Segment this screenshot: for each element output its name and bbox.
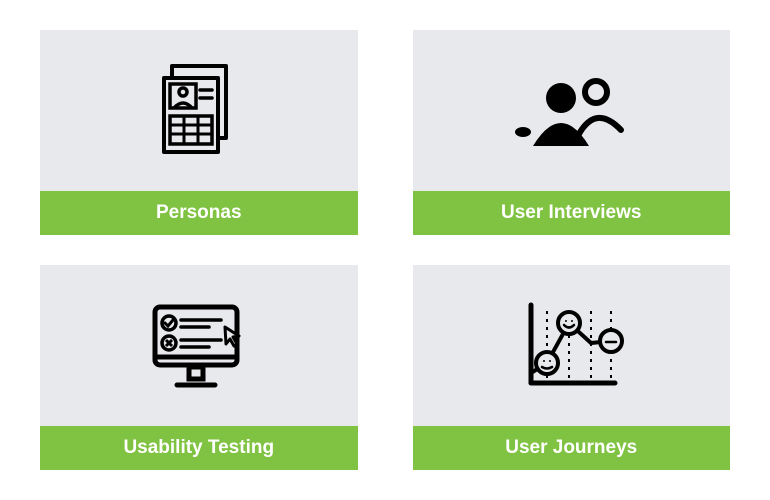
journeys-icon [511, 291, 631, 401]
card-label: User Journeys [413, 426, 731, 470]
icon-area [40, 265, 358, 426]
interviews-icon [501, 56, 641, 166]
card-label: User Interviews [413, 191, 731, 235]
usability-icon [139, 291, 259, 401]
card-label: Personas [40, 191, 358, 235]
personas-icon [144, 56, 254, 166]
card-user-interviews[interactable]: User Interviews [413, 30, 731, 235]
icon-area [413, 30, 731, 191]
card-grid: Personas User Interviews [40, 30, 730, 470]
card-user-journeys[interactable]: User Journeys [413, 265, 731, 470]
icon-area [40, 30, 358, 191]
card-usability-testing[interactable]: Usability Testing [40, 265, 358, 470]
card-personas[interactable]: Personas [40, 30, 358, 235]
card-label: Usability Testing [40, 426, 358, 470]
icon-area [413, 265, 731, 426]
